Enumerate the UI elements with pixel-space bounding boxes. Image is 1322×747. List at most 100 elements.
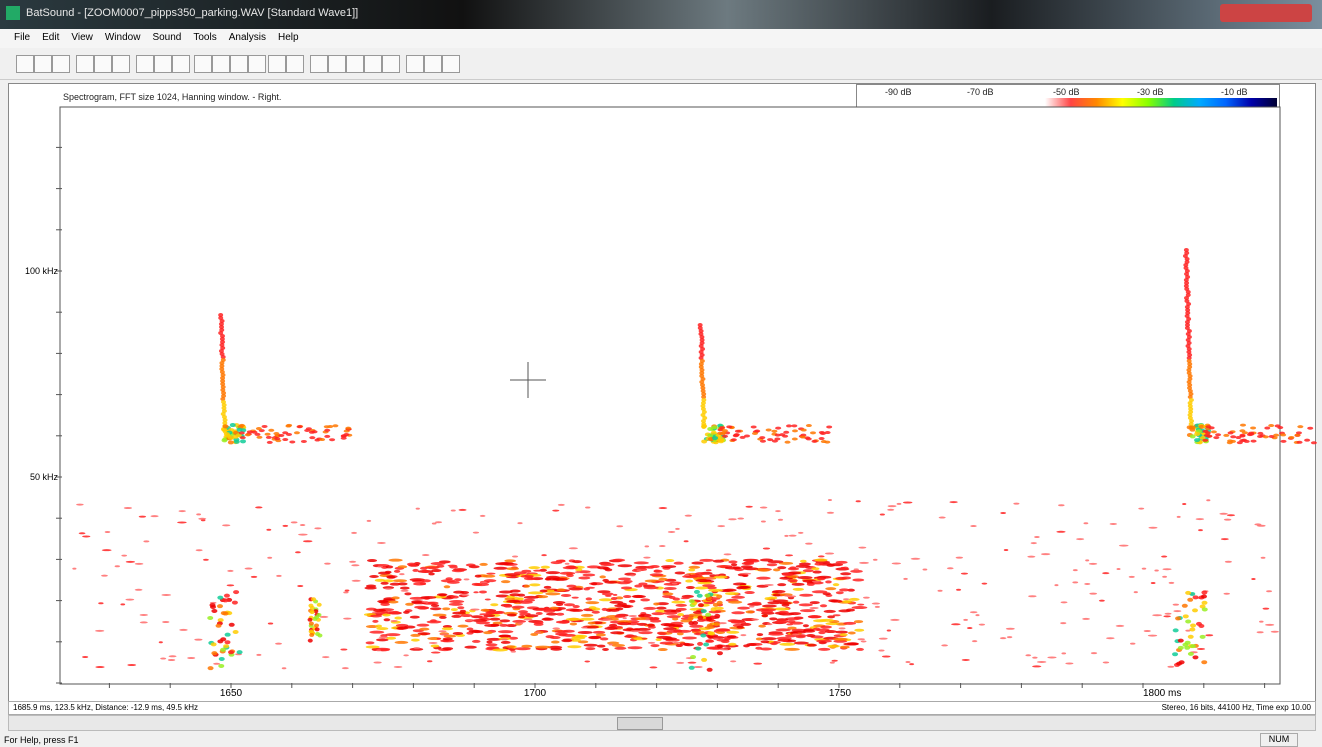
spectrogram-blob — [299, 524, 306, 527]
menu-item[interactable]: Help — [277, 32, 299, 43]
spectrogram-blob — [701, 410, 707, 414]
toolbar-button[interactable] — [194, 55, 212, 73]
scroll-thumb[interactable] — [617, 717, 663, 730]
toolbar-button[interactable] — [136, 55, 154, 73]
spectrogram-blob — [826, 425, 833, 429]
menu-item[interactable]: Analysis — [228, 32, 266, 43]
spectrogram-blob — [351, 579, 361, 582]
spectrogram-blob — [728, 600, 743, 604]
spectrogram-blob — [583, 643, 598, 647]
spectrogram-blob — [527, 591, 544, 595]
spectrogram-blob — [699, 380, 705, 384]
spectrogram-blob — [213, 662, 221, 665]
toolbar-button[interactable] — [346, 55, 364, 73]
spectrogram-blob — [737, 606, 750, 610]
toolbar-button[interactable] — [112, 55, 130, 73]
spectrogram-blob — [177, 521, 187, 524]
spectrogram-blob — [498, 634, 512, 638]
spectrogram-blob — [1215, 433, 1222, 437]
toolbar-button[interactable] — [76, 55, 94, 73]
spectrogram-blob — [766, 623, 773, 626]
spectrogram-blob — [219, 364, 225, 368]
spectrogram-blob — [845, 608, 856, 612]
menu-item[interactable]: Edit — [42, 32, 60, 43]
spectrogram-blob — [219, 328, 225, 332]
toolbar-button[interactable] — [230, 55, 248, 73]
spectrogram-blob — [1036, 660, 1047, 663]
spectrogram-blob — [1098, 599, 1105, 602]
spectrogram-blob — [1201, 600, 1208, 605]
spectrogram-blob — [508, 636, 519, 640]
toolbar-button[interactable] — [212, 55, 230, 73]
toolbar-button[interactable] — [248, 55, 266, 73]
spectrogram-blob — [1027, 555, 1036, 558]
menu-item[interactable]: Tools — [193, 32, 217, 43]
spectrogram-blob — [587, 621, 596, 625]
spectrogram-blob — [340, 648, 348, 651]
menu-item[interactable]: Window — [104, 32, 141, 43]
spectrogram-blob — [1172, 652, 1179, 657]
menu-item[interactable]: File — [14, 32, 31, 43]
spectrogram-blob — [761, 604, 777, 608]
toolbar-button[interactable] — [94, 55, 112, 73]
spectrogram-blob — [458, 508, 467, 511]
spectrogram-blob — [534, 631, 542, 634]
spectrogram-blob — [1188, 410, 1194, 414]
spectrogram-blob — [1262, 607, 1270, 610]
spectrogram-blob — [314, 627, 320, 632]
spectrogram-blob — [1192, 595, 1199, 600]
spectrogram-blob — [1223, 433, 1230, 437]
toolbar-button[interactable] — [406, 55, 424, 73]
toolbar-button[interactable] — [328, 55, 346, 73]
spectrogram-blob — [627, 622, 639, 626]
scrollbar[interactable] — [8, 715, 1316, 731]
spectrogram-blob — [1223, 592, 1230, 595]
spectrogram-blob — [700, 633, 707, 638]
spectrogram-blob — [219, 352, 225, 356]
menu-item[interactable]: View — [71, 32, 93, 43]
toolbar-button[interactable] — [268, 55, 286, 73]
spectrogram-blob — [474, 574, 482, 578]
spectrogram-blob — [818, 631, 826, 635]
spectrogram-blob — [791, 437, 798, 441]
spectrogram-blob — [562, 566, 579, 570]
spectrogram-blob — [698, 356, 704, 360]
spectrogram-blob — [374, 578, 386, 582]
spectrogram-blob — [835, 560, 848, 564]
spectrogram-blob — [658, 507, 668, 510]
toolbar-button[interactable] — [364, 55, 382, 73]
spectrogram-blob — [670, 609, 682, 613]
spectrogram-blob — [731, 595, 745, 599]
spectrogram-blob — [1196, 647, 1206, 650]
spectrogram-blob — [1223, 518, 1232, 521]
spectrogram-blob — [618, 577, 632, 581]
spectrogram-blob — [430, 644, 440, 648]
toolbar-button[interactable] — [34, 55, 52, 73]
spectrogram-blob — [705, 569, 712, 572]
window-controls[interactable] — [1220, 4, 1312, 22]
toolbar-button[interactable] — [442, 55, 460, 73]
spectrogram-blob — [1187, 383, 1193, 387]
spectrogram-blob — [499, 619, 511, 623]
toolbar-button[interactable] — [16, 55, 34, 73]
spectrogram-blob — [786, 424, 793, 428]
toolbar-button[interactable] — [154, 55, 172, 73]
spectrogram-blob — [728, 642, 737, 646]
toolbar-button[interactable] — [52, 55, 70, 73]
spectrogram-blob — [701, 392, 707, 396]
menu-item[interactable]: Sound — [152, 32, 182, 43]
spectrogram-blob — [714, 574, 721, 577]
toolbar-button[interactable] — [310, 55, 328, 73]
toolbar-button[interactable] — [286, 55, 304, 73]
toolbar-button[interactable] — [424, 55, 442, 73]
spectrogram-blob — [809, 431, 816, 435]
spectrogram-blob — [315, 631, 321, 636]
spectrogram-blob — [700, 383, 706, 387]
spectrogram-blob — [376, 638, 389, 642]
spectrogram-blob — [220, 397, 226, 401]
spectrogram-blob — [1189, 434, 1196, 439]
spectrogram-blob — [750, 425, 757, 429]
toolbar-button[interactable] — [172, 55, 190, 73]
toolbar-button[interactable] — [382, 55, 400, 73]
spectrogram-blob — [706, 586, 717, 590]
